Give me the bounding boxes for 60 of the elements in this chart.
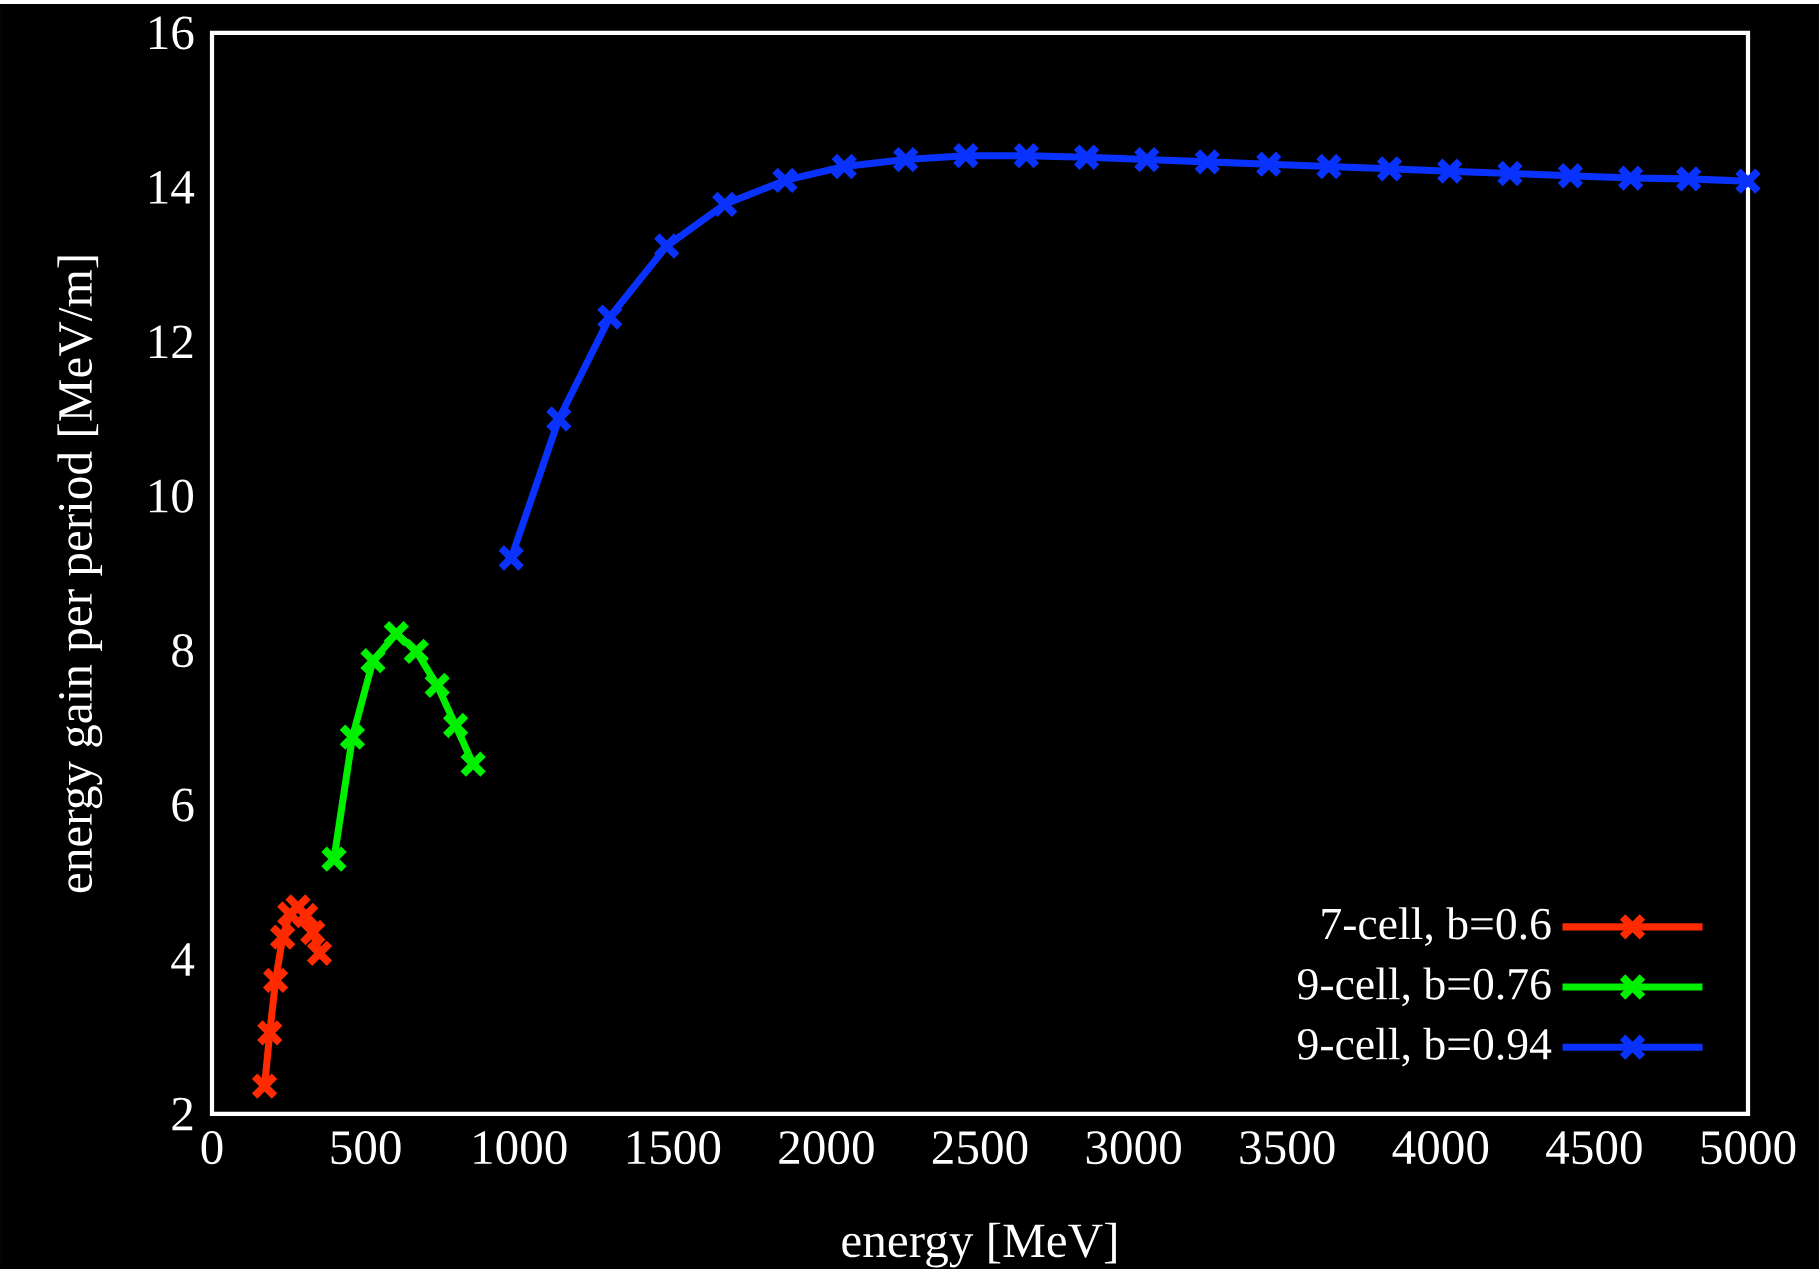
x-tick-label: 3500	[1240, 1131, 1335, 1165]
point	[1193, 148, 1222, 176]
point	[952, 141, 980, 170]
point	[359, 646, 387, 675]
point	[1674, 165, 1703, 193]
x-tick-label: 3000	[1086, 1131, 1181, 1165]
point	[771, 166, 799, 195]
point	[255, 1019, 284, 1047]
y-tick-label: 16	[150, 16, 194, 50]
point	[1616, 164, 1645, 192]
legend-label: 9-cell, b=0.76	[1298, 967, 1551, 1007]
x-tick-label: 4000	[1392, 1131, 1489, 1165]
point	[497, 544, 526, 572]
legend-label: 7-cell, b=0.6	[1322, 907, 1551, 947]
point	[441, 711, 470, 740]
point	[1315, 152, 1343, 181]
point	[1375, 155, 1404, 183]
point	[320, 845, 348, 873]
x-tick-label: 500	[331, 1131, 401, 1165]
point	[1254, 150, 1283, 179]
y-tick-label: 14	[150, 171, 195, 204]
y-tick-label: 12	[150, 325, 193, 359]
point	[402, 637, 431, 666]
point	[298, 918, 327, 947]
point	[261, 966, 290, 995]
point	[305, 939, 334, 968]
point	[1496, 159, 1524, 188]
point	[596, 303, 624, 331]
point	[545, 405, 573, 433]
x-tick-label: 1000	[474, 1131, 567, 1165]
point	[710, 190, 739, 219]
point	[652, 232, 681, 260]
point	[459, 750, 487, 779]
y-axis-title: energy gain per period [MeV/m]	[57, 256, 103, 893]
x-tick-label: 5000	[1701, 1131, 1796, 1165]
point	[250, 1072, 279, 1100]
x-tick-label: 4500	[1546, 1131, 1642, 1165]
x-tick-label: 0	[201, 1131, 223, 1165]
point	[830, 152, 859, 181]
point	[338, 723, 367, 751]
point	[1435, 157, 1464, 185]
point	[1734, 167, 1762, 196]
x-tick-label: 2000	[779, 1131, 874, 1165]
point	[1556, 162, 1585, 190]
x-axis-title: energy [MeV]	[842, 1222, 1116, 1268]
y-tick-label: 10	[150, 479, 194, 513]
x-tick-label: 1500	[627, 1131, 721, 1165]
point	[382, 619, 411, 648]
point	[1012, 141, 1041, 170]
point	[891, 145, 920, 174]
legend-label: 9-cell, b=0.94	[1298, 1027, 1552, 1067]
y-tick-label: 2	[172, 1097, 193, 1131]
y-tick-label: 8	[172, 634, 194, 668]
point	[423, 671, 451, 700]
y-tick-label: 6	[172, 788, 194, 822]
point	[268, 923, 297, 951]
y-tick-label: 4	[171, 943, 195, 976]
point	[1072, 143, 1101, 172]
point	[1133, 145, 1161, 174]
x-tick-label: 2500	[932, 1131, 1028, 1165]
